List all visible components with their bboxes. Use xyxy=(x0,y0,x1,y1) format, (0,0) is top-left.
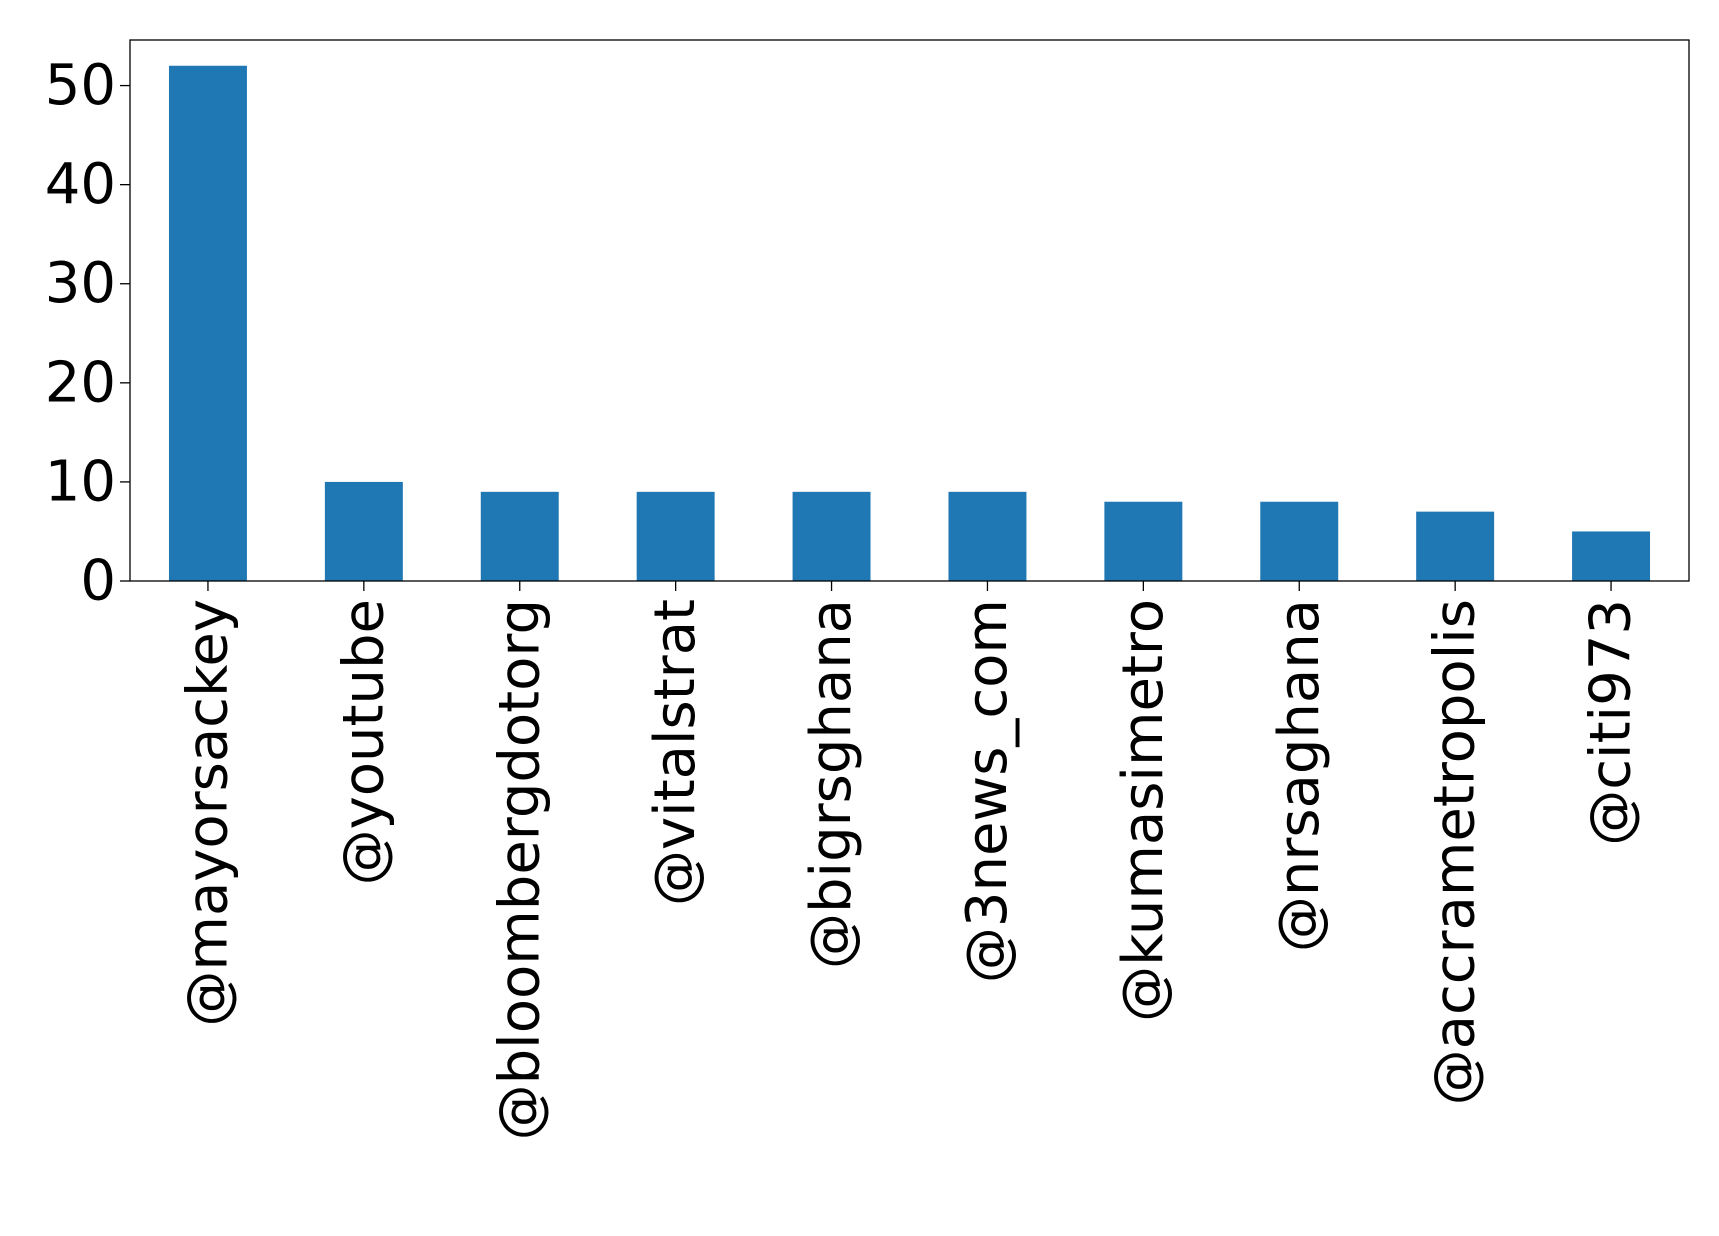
bars-layer xyxy=(168,65,1651,581)
x-tick-label: @kumasimetro xyxy=(1111,599,1176,1022)
bar-3newscom xyxy=(948,491,1027,581)
y-tick-label: 40 xyxy=(45,152,116,217)
y-tick-label: 0 xyxy=(80,549,116,614)
y-tick-label: 10 xyxy=(45,449,116,514)
x-tick-label: @youtube xyxy=(331,599,396,885)
bar-citi973 xyxy=(1572,531,1651,581)
bar-kumasimetro xyxy=(1104,501,1183,581)
y-tick-label: 30 xyxy=(45,251,116,316)
y-axis: 0 10 20 30 40 50 xyxy=(45,53,130,614)
bar-mayorsackey xyxy=(168,65,247,581)
x-tick-label: @vitalstrat xyxy=(643,599,708,906)
x-tick-label: @bloombergdotorg xyxy=(487,599,552,1140)
bar-bigrsghana xyxy=(792,491,871,581)
bar-bloombergdotorg xyxy=(480,491,559,581)
x-tick-label: @bigrsghana xyxy=(799,599,864,969)
x-tick-label: @mayorsackey xyxy=(175,599,240,1027)
bar-vitalstrat xyxy=(636,491,715,581)
bar-nrsaghana xyxy=(1260,501,1339,581)
y-tick-label: 50 xyxy=(45,53,116,118)
x-tick-label: @accrametropolis xyxy=(1423,599,1488,1105)
x-tick-label: @nrsaghana xyxy=(1267,599,1332,952)
x-tick-label: @citi973 xyxy=(1579,599,1644,846)
bar-youtube xyxy=(324,481,403,581)
x-axis: @mayorsackey @youtube @bloombergdotorg @vit… xyxy=(175,581,1644,1140)
plot-frame xyxy=(129,39,1690,582)
y-tick-label: 20 xyxy=(45,350,116,415)
bar-accrametropolis xyxy=(1416,511,1495,581)
x-tick-label: @3news_com xyxy=(955,599,1020,983)
